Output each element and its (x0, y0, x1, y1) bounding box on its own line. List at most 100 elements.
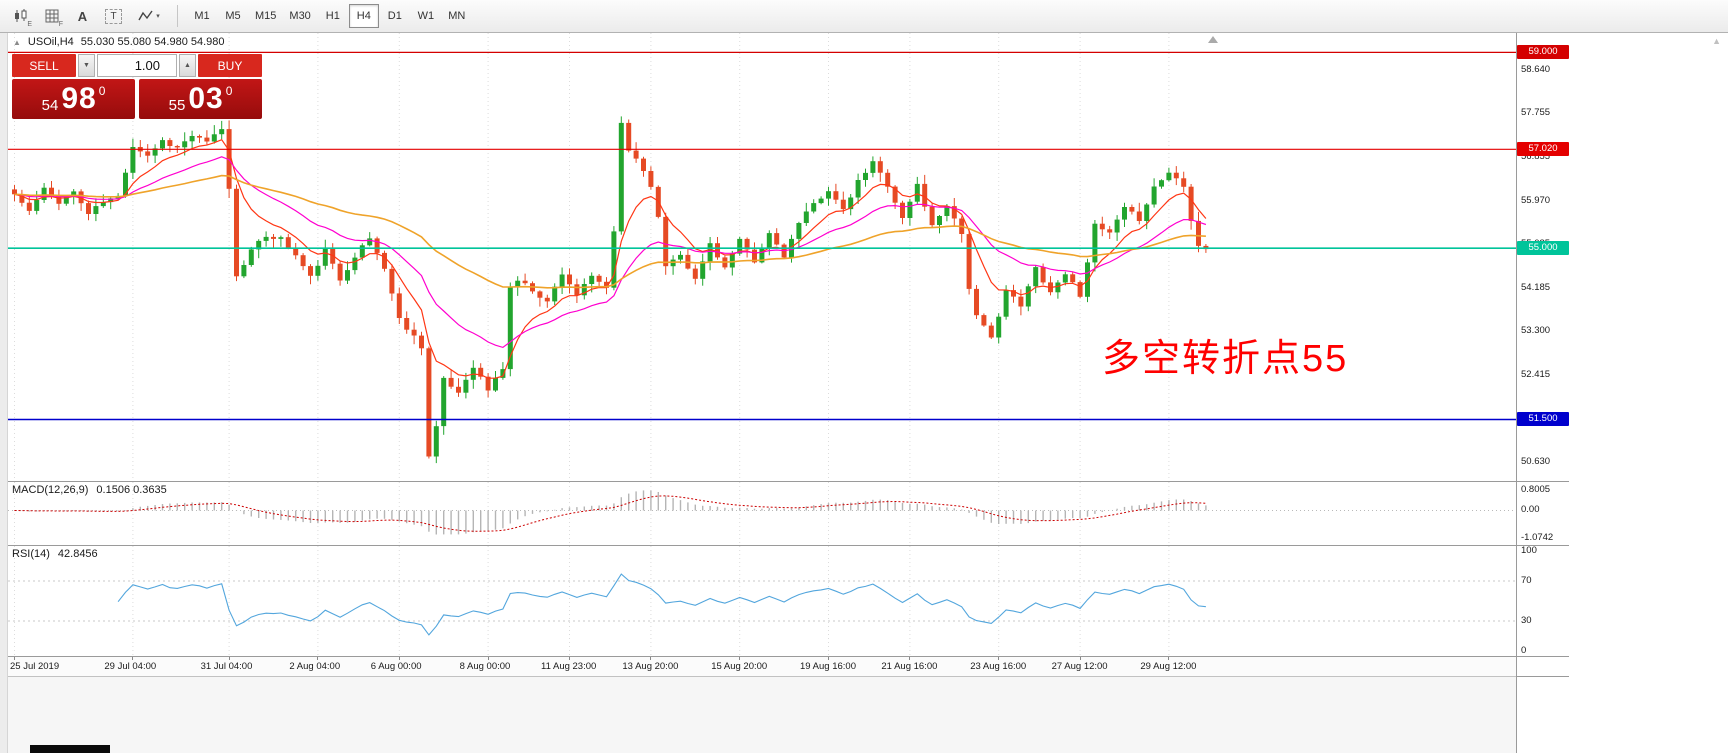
panel-divider (1517, 481, 1569, 482)
macd-values: 0.1506 0.3635 (96, 484, 167, 496)
rsi-scale-label: 70 (1521, 575, 1532, 586)
time-tick-mark (569, 657, 570, 660)
rsi-scale-label: 100 (1521, 545, 1537, 556)
time-tick-mark (14, 657, 15, 660)
timeframe-button-m15[interactable]: M15 (249, 4, 282, 28)
rsi-scale-label: 30 (1521, 615, 1532, 626)
price-line-badge: 51.500 (1517, 412, 1569, 427)
timeframe-button-d1[interactable]: D1 (380, 4, 410, 28)
scroll-up-icon[interactable]: ▲ (1712, 36, 1721, 46)
time-tick-mark (828, 657, 829, 660)
time-tick-label: 8 Aug 00:00 (459, 661, 511, 672)
buy-price-big: 03 (188, 82, 224, 115)
time-tick-mark (398, 657, 400, 660)
main-chart-panel: ▲ USOil,H4 55.030 55.080 54.980 54.980 S… (8, 33, 1516, 481)
macd-scale-label: 0.00 (1521, 504, 1540, 516)
time-tick-label: 27 Aug 12:00 (1051, 661, 1108, 672)
timeframe-button-m1[interactable]: M1 (187, 4, 217, 28)
time-tick-mark (132, 657, 134, 660)
macd-label: MACD(12,26,9) (12, 484, 89, 496)
time-tick-label: 6 Aug 00:00 (370, 661, 422, 672)
buy-price-box[interactable]: 55 03 0 (139, 79, 262, 119)
symbol-name: USOil,H4 (27, 36, 74, 48)
time-tick-mark (228, 657, 230, 660)
toolbar: E F A T ▾ M1 M5 M15 M30 H1 H4 D1 W1 MN (0, 0, 1728, 33)
rsi-label: RSI(14) (12, 548, 50, 560)
price-tick-label: 52.415 (1521, 368, 1551, 380)
buy-price-handle: 55 (168, 96, 186, 114)
icon-subscript: E (27, 21, 32, 28)
chart-column: ▲ USOil,H4 55.030 55.080 54.980 54.980 S… (8, 33, 1516, 753)
sell-price-box[interactable]: 54 98 0 (12, 79, 135, 119)
sell-price-handle: 54 (41, 96, 59, 114)
drawing-tools-icon[interactable]: ▾ (130, 3, 168, 29)
symbol-marker-icon: ▲ (13, 37, 21, 47)
timeframe-button-w1[interactable]: W1 (411, 4, 441, 28)
time-tick-label: 15 Aug 20:00 (711, 661, 768, 672)
macd-scale-label: -1.0742 (1521, 532, 1554, 543)
buy-button[interactable]: BUY (198, 54, 262, 77)
rsi-panel: RSI(14) 42.8456 (8, 545, 1516, 656)
rsi-value: 42.8456 (57, 548, 98, 560)
time-tick-mark (317, 657, 319, 660)
macd-panel: MACD(12,26,9) 0.1506 0.3635 (8, 481, 1516, 545)
timeframe-button-m30[interactable]: M30 (283, 4, 316, 28)
price-tick-label: 55.970 (1521, 194, 1551, 206)
price-tick-label: 54.185 (1521, 282, 1551, 294)
price-tick-label: 50.630 (1521, 456, 1551, 468)
order-controls-row: SELL ▼ ▲ BUY (12, 54, 262, 77)
timeframe-button-m5[interactable]: M5 (218, 4, 248, 28)
panel-divider (1517, 676, 1569, 677)
polyline-glyph (138, 10, 153, 21)
volume-input[interactable] (97, 54, 177, 77)
icon-subscript: F (58, 21, 63, 28)
time-tick-mark (739, 657, 741, 660)
time-tick-label: 2 Aug 04:00 (289, 661, 341, 672)
time-tick-mark (1168, 657, 1170, 660)
quote-boxes-row: 54 98 0 55 03 0 (12, 79, 262, 119)
timeframe-button-h4[interactable]: H4 (348, 4, 379, 28)
page-background: ▲ (1569, 33, 1728, 753)
time-tick-label: 29 Jul 04:00 (104, 661, 157, 672)
rsi-scale-label: 0 (1521, 645, 1527, 656)
chevron-down-icon: ▾ (156, 13, 160, 20)
time-axis[interactable]: 25 Jul 2019 29 Jul 04:00 31 Jul 04:00 2 Aug… (8, 656, 1516, 676)
toolbar-separator (177, 5, 178, 27)
macd-scale-label: 0.8005 (1521, 484, 1551, 495)
macd-header: MACD(12,26,9) 0.1506 0.3635 (12, 484, 167, 496)
volume-decrease-button[interactable]: ▼ (78, 54, 95, 77)
timeframe-button-mn[interactable]: MN (442, 4, 472, 28)
textbox-icon[interactable]: T (99, 3, 128, 29)
chart-annotation-text[interactable]: 多空转折点55 (1102, 338, 1349, 380)
grid-icon[interactable]: F (37, 3, 66, 29)
sell-button[interactable]: SELL (12, 54, 76, 77)
price-tick-label: 57.755 (1521, 107, 1551, 119)
price-tick-label: 58.640 (1521, 64, 1551, 75)
content-area: ▲ USOil,H4 55.030 55.080 54.980 54.980 S… (0, 33, 1728, 753)
time-tick-mark (1079, 657, 1081, 660)
price-line-badge: 57.020 (1517, 142, 1569, 157)
time-tick-label: 19 Aug 16:00 (800, 661, 856, 672)
price-tick-label: 53.300 (1521, 325, 1551, 337)
time-tick-label: 21 Aug 16:00 (881, 661, 938, 672)
volume-increase-button[interactable]: ▲ (179, 54, 196, 77)
macd-surface (8, 482, 1516, 545)
price-line-badge: 55.000 (1517, 241, 1569, 256)
price-scale[interactable]: 58.64057.75556.85555.97055.08554.18553.3… (1516, 33, 1569, 753)
time-tick-label: 23 Aug 16:00 (970, 661, 1027, 672)
taskbar-fragment (30, 745, 110, 753)
time-tick-mark (650, 657, 652, 660)
timeframe-button-h1[interactable]: H1 (318, 4, 348, 28)
rsi-surface (8, 546, 1516, 656)
chart-type-icon[interactable]: E (6, 3, 35, 29)
chart-surface[interactable] (8, 33, 1516, 481)
rsi-header: RSI(14) 42.8456 (12, 548, 98, 560)
ohlc-values: 55.030 55.080 54.980 54.980 (80, 36, 225, 48)
text-annotation-icon[interactable]: A (68, 3, 97, 29)
time-tick-label: 13 Aug 20:00 (622, 661, 679, 672)
footer-area (8, 676, 1516, 753)
time-tick-label: 11 Aug 23:00 (541, 661, 597, 672)
grid-glyph (45, 9, 58, 23)
sell-price-big: 98 (61, 82, 97, 115)
